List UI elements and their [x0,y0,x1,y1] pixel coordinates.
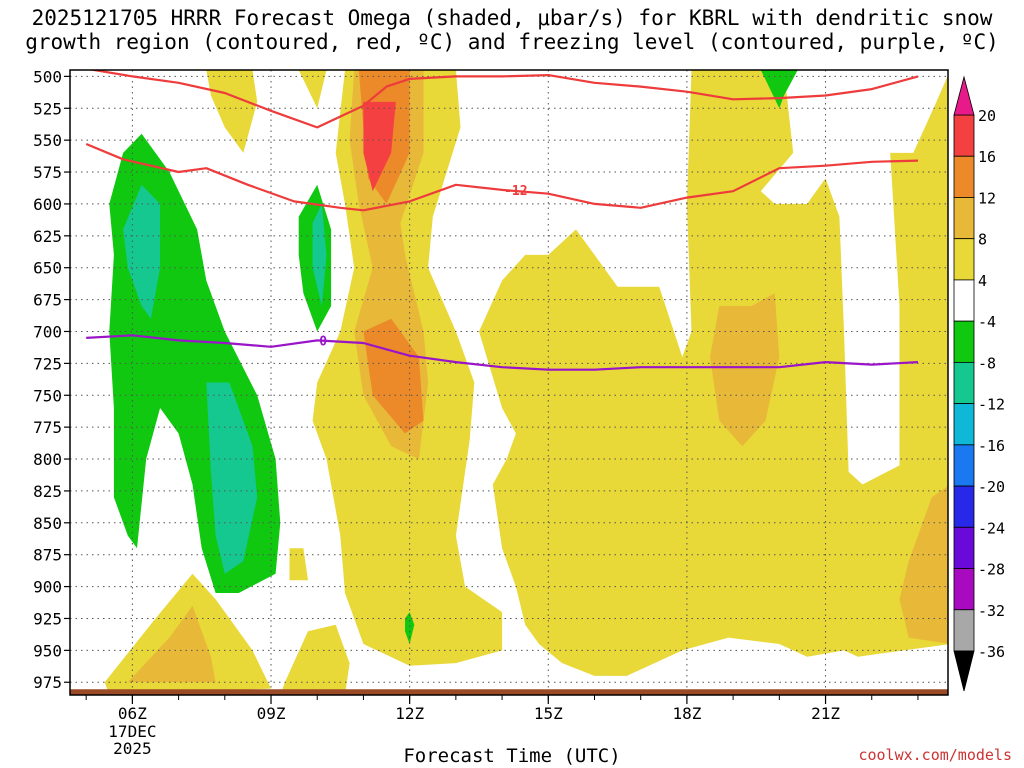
colorbar-top-arrow [953,75,975,116]
y-tick-label: 625 [33,227,62,246]
colorbar-segment [953,403,975,446]
omega-region-neg-e [312,203,327,306]
omega-region-neg-f [405,612,415,644]
y-tick-label: 700 [33,322,62,341]
freezing-contour-2 [86,334,919,371]
x-tick-label: 09Z [257,704,286,723]
omega-region-pos-j [280,624,350,695]
omega-region-neg-g [760,70,798,109]
x-tick-label: 18Z [672,704,701,723]
omega-region-pos-n [899,486,948,644]
y-tick-label: 675 [33,291,62,310]
chart-title: 2025121705 HRRR Forecast Omega (shaded, … [0,6,1024,54]
y-tick-label: 500 [33,67,62,86]
y-tick-label: 900 [33,578,62,597]
colorbar-label: -8 [978,354,996,372]
colorbar-segment [953,279,975,322]
x-tick-label: 12Z [395,704,424,723]
colorbar-label: -20 [978,478,1005,496]
omega-region-pos-g [363,101,396,192]
colorbar: 20 16 12 8 4 -4 -8 -12 -16 -20 -24 -28 -32 -36 [953,75,1005,692]
contour-label: 0 [319,334,327,349]
colorbar-segment [953,197,975,240]
y-tick-label: 575 [33,163,62,182]
colorbar-segment [953,485,975,528]
omega-region-neg-b [123,184,161,319]
plot-frame [69,69,949,696]
omega-region-pos-k [289,548,308,581]
omega-region-neg-c [206,382,258,574]
y-tick-label: 725 [33,354,62,373]
colorbar-label: -36 [978,643,1005,661]
dgz-contour-0 [85,142,919,212]
ground-surface [70,689,948,695]
colorbar-label: -16 [978,437,1005,455]
colorbar-label: 20 [978,107,996,125]
date-label-day: 17DEC [108,722,156,741]
x-tick-label: 06Z [118,704,147,723]
colorbar-segment [953,155,975,198]
omega-region-pos-i [127,605,216,683]
y-axis: 500 525 550 575 600 625 650 675 700 725 750 775 800 8… [33,67,70,692]
y-tick-label: 850 [33,514,62,533]
colorbar-label: 12 [978,189,996,207]
credit-link[interactable]: coolwx.com/models [858,746,1012,764]
colorbar-segment [953,444,975,487]
omega-region-pos-b [298,70,327,109]
colorbar-bottom-arrow [953,650,975,692]
contour-label: -12 [504,184,527,199]
colorbar-segment [953,238,975,281]
y-tick-label: 800 [33,450,62,469]
y-tick-label: 875 [33,546,62,565]
colorbar-label: 4 [978,272,987,290]
colorbar-label: -28 [978,561,1005,579]
colorbar-segment [953,609,975,652]
grid-lines [70,70,948,695]
y-tick-label: 950 [33,641,62,660]
omega-region-pos-m [710,293,780,447]
colorbar-segment [953,526,975,569]
y-tick-label: 925 [33,609,62,628]
date-label-year: 2025 [113,739,152,758]
title-line-2: growth region (contoured, red, ºC) and f… [25,30,999,54]
x-tick-label: 21Z [811,704,840,723]
y-tick-label: 600 [33,195,62,214]
colorbar-segment [953,320,975,363]
contour-lines: -12 0 [85,70,919,371]
colorbar-label: -32 [978,602,1005,620]
title-line-1: 2025121705 HRRR Forecast Omega (shaded, … [31,6,993,30]
y-tick-label: 775 [33,418,62,437]
colorbar-label: -12 [978,396,1005,414]
dgz-contour-1 [87,70,919,129]
colorbar-label: -24 [978,519,1005,537]
y-tick-label: 550 [33,131,62,150]
colorbar-segment [953,114,975,157]
omega-shading [104,70,948,695]
x-tick-label: 15Z [534,704,563,723]
colorbar-label: 8 [978,231,987,249]
colorbar-segment [953,361,975,405]
colorbar-label: -4 [978,313,996,331]
y-tick-label: 825 [33,482,62,501]
colorbar-label: 16 [978,148,996,166]
x-axis-label: Forecast Time (UTC) [403,745,621,767]
y-tick-label: 750 [33,386,62,405]
y-tick-label: 525 [33,99,62,118]
y-tick-label: 975 [33,673,62,692]
colorbar-segment [953,568,975,611]
y-tick-label: 650 [33,259,62,278]
